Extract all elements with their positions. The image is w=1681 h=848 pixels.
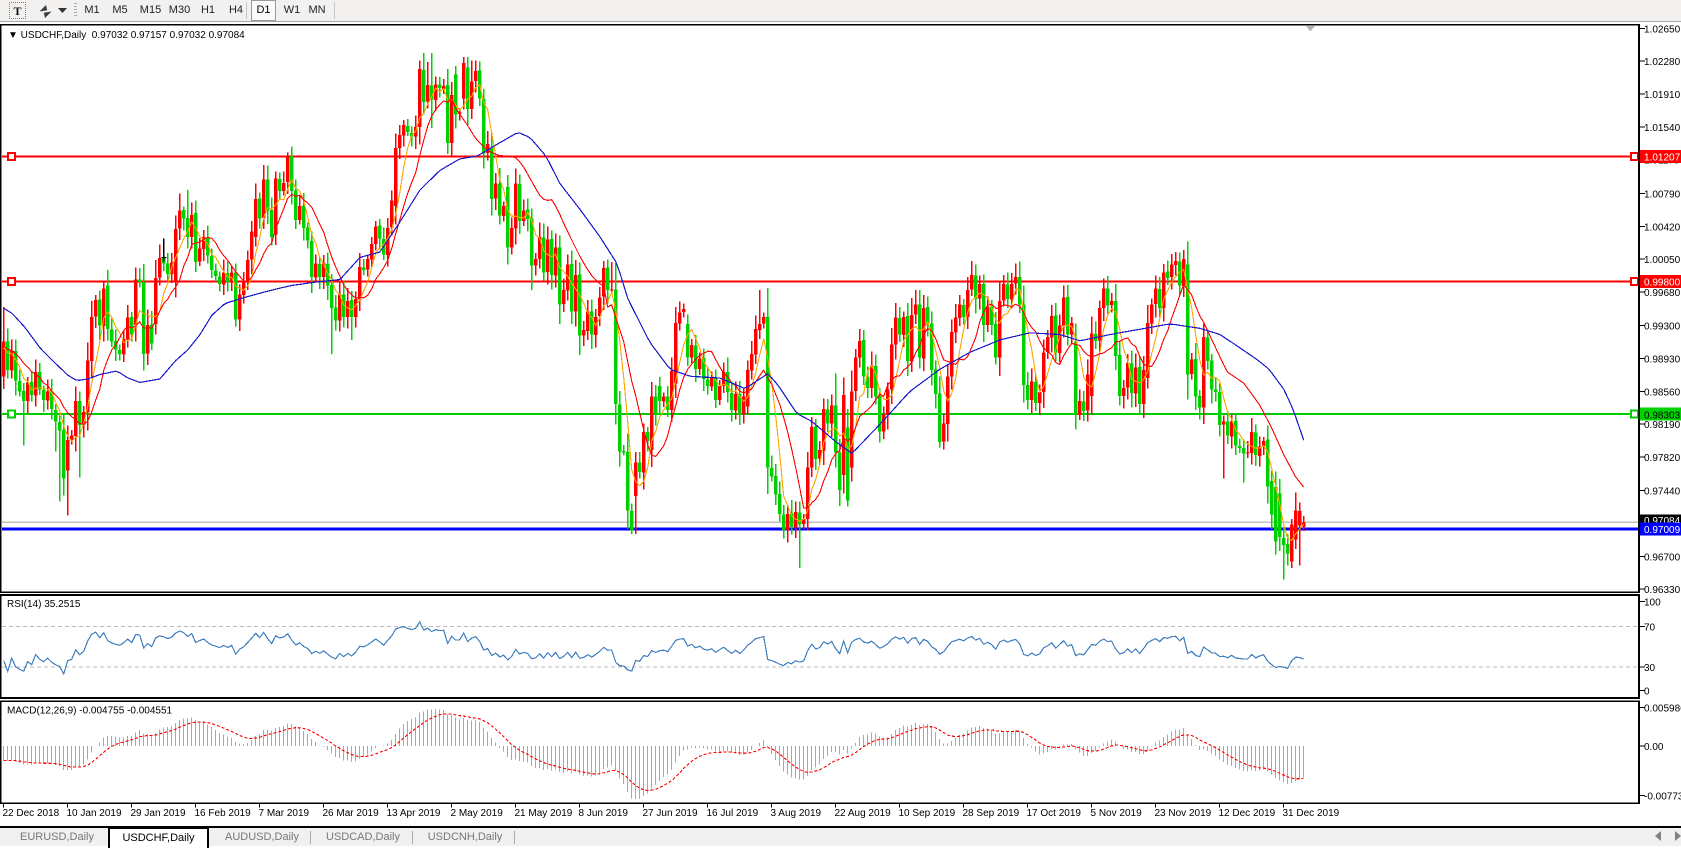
svg-text:0.99680: 0.99680 — [1644, 288, 1681, 299]
svg-text:100: 100 — [1644, 598, 1661, 609]
svg-text:0.98303: 0.98303 — [1644, 410, 1681, 421]
svg-text:MACD(12,26,9) -0.004755 -0.004: MACD(12,26,9) -0.004755 -0.004551 — [7, 706, 173, 717]
svg-text:0.005986: 0.005986 — [1644, 704, 1681, 715]
svg-text:22 Dec 2018: 22 Dec 2018 — [3, 808, 60, 819]
svg-text:16 Jul 2019: 16 Jul 2019 — [707, 808, 759, 819]
svg-text:70: 70 — [1644, 623, 1656, 634]
svg-text:1.01910: 1.01910 — [1644, 90, 1681, 101]
svg-text:1.00790: 1.00790 — [1644, 190, 1681, 201]
svg-text:28 Sep 2019: 28 Sep 2019 — [963, 808, 1020, 819]
svg-text:1.01207: 1.01207 — [1644, 153, 1681, 164]
svg-text:1.02650: 1.02650 — [1644, 24, 1681, 35]
svg-text:21 May 2019: 21 May 2019 — [515, 808, 573, 819]
svg-text:2 May 2019: 2 May 2019 — [451, 808, 504, 819]
svg-text:0.99300: 0.99300 — [1644, 322, 1681, 333]
svg-text:1.00420: 1.00420 — [1644, 222, 1681, 233]
svg-text:0.96330: 0.96330 — [1644, 585, 1681, 596]
svg-text:1.02280: 1.02280 — [1644, 57, 1681, 68]
svg-text:0.97820: 0.97820 — [1644, 453, 1681, 464]
svg-text:10 Jan 2019: 10 Jan 2019 — [67, 808, 122, 819]
svg-text:17 Oct 2019: 17 Oct 2019 — [1027, 808, 1082, 819]
svg-text:-0.007732: -0.007732 — [1644, 792, 1681, 803]
svg-text:13 Apr 2019: 13 Apr 2019 — [387, 808, 441, 819]
svg-text:0.98930: 0.98930 — [1644, 355, 1681, 366]
svg-text:29 Jan 2019: 29 Jan 2019 — [131, 808, 186, 819]
svg-text:12 Dec 2019: 12 Dec 2019 — [1219, 808, 1276, 819]
svg-text:▼ USDCHF,Daily 0.97032 0.9715: ▼ USDCHF,Daily 0.97032 0.97157 0.97032 0… — [8, 30, 245, 41]
svg-text:26 Mar 2019: 26 Mar 2019 — [323, 808, 380, 819]
svg-text:RSI(14) 35.2515: RSI(14) 35.2515 — [7, 599, 81, 610]
svg-text:1.00050: 1.00050 — [1644, 255, 1681, 266]
svg-text:5 Nov 2019: 5 Nov 2019 — [1091, 808, 1143, 819]
svg-text:3 Aug 2019: 3 Aug 2019 — [771, 808, 822, 819]
svg-text:31 Dec 2019: 31 Dec 2019 — [1283, 808, 1340, 819]
svg-text:8 Jun 2019: 8 Jun 2019 — [579, 808, 629, 819]
svg-text:0.97084: 0.97084 — [1644, 516, 1681, 527]
svg-text:0.97009: 0.97009 — [1644, 525, 1681, 536]
svg-text:22 Aug 2019: 22 Aug 2019 — [835, 808, 892, 819]
svg-text:27 Jun 2019: 27 Jun 2019 — [643, 808, 698, 819]
svg-text:16 Feb 2019: 16 Feb 2019 — [195, 808, 252, 819]
svg-text:0.96700: 0.96700 — [1644, 552, 1681, 563]
svg-text:0.97440: 0.97440 — [1644, 487, 1681, 498]
svg-text:0: 0 — [1644, 687, 1650, 698]
svg-text:7 Mar 2019: 7 Mar 2019 — [259, 808, 310, 819]
svg-text:0.00: 0.00 — [1644, 742, 1664, 753]
svg-text:23 Nov 2019: 23 Nov 2019 — [1155, 808, 1212, 819]
svg-text:0.99800: 0.99800 — [1644, 278, 1681, 289]
svg-text:30: 30 — [1644, 663, 1656, 674]
svg-text:1.01540: 1.01540 — [1644, 123, 1681, 134]
svg-text:0.98560: 0.98560 — [1644, 387, 1681, 398]
svg-text:10 Sep 2019: 10 Sep 2019 — [899, 808, 956, 819]
svg-text:0.98190: 0.98190 — [1644, 420, 1681, 431]
